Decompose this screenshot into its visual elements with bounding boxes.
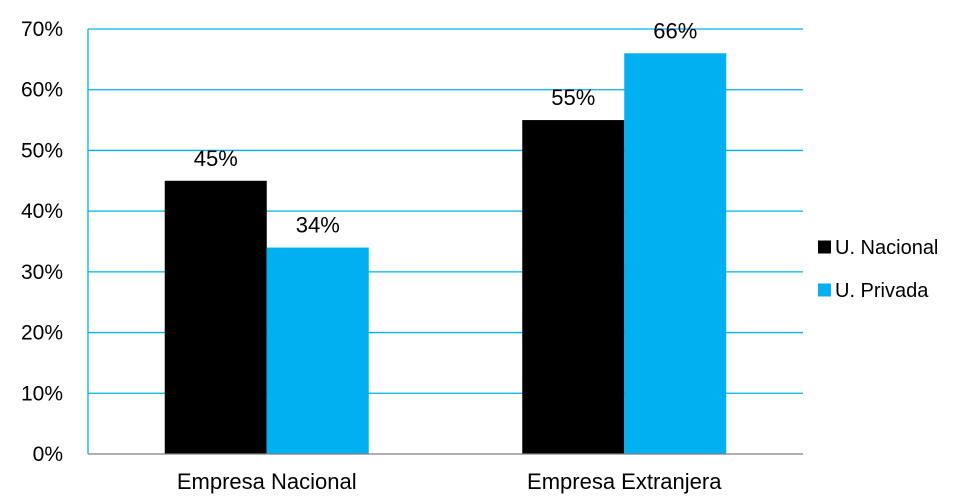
legend: U. Nacional U. Privada: [818, 237, 938, 302]
data-label: 55%: [551, 85, 595, 110]
bar-u-nacional-1: [164, 180, 267, 455]
y-tick-label: 50%: [21, 139, 63, 162]
category-label: Empresa Nacional: [177, 469, 357, 494]
legend-label: U. Nacional: [835, 237, 938, 259]
bars: [164, 53, 727, 455]
y-tick-label: 30%: [21, 261, 63, 284]
legend-swatch: [818, 283, 831, 297]
data-label: 34%: [296, 213, 340, 238]
y-tick-label: 60%: [21, 79, 63, 102]
bar-u-privada-2: [624, 53, 727, 455]
data-labels: 45% 34% 55% 66%: [194, 18, 698, 237]
x-axis-category-labels: Empresa Nacional Empresa Extranjera: [177, 469, 722, 494]
y-tick-label: 40%: [21, 200, 63, 223]
axes: [87, 29, 803, 455]
data-label: 66%: [653, 18, 697, 43]
bar-u-nacional-2: [522, 120, 625, 455]
bar-u-privada-1: [266, 247, 369, 454]
y-tick-label: 10%: [21, 382, 63, 405]
y-tick-label: 70%: [21, 18, 63, 41]
category-label: Empresa Extranjera: [527, 469, 722, 494]
y-axis-tick-labels: 0% 10% 20% 30% 40% 50% 60% 70%: [21, 18, 63, 466]
legend-label: U. Privada: [835, 280, 929, 302]
legend-swatch: [818, 240, 831, 254]
y-tick-label: 0%: [33, 443, 63, 466]
data-label: 45%: [194, 146, 238, 171]
y-tick-label: 20%: [21, 322, 63, 345]
